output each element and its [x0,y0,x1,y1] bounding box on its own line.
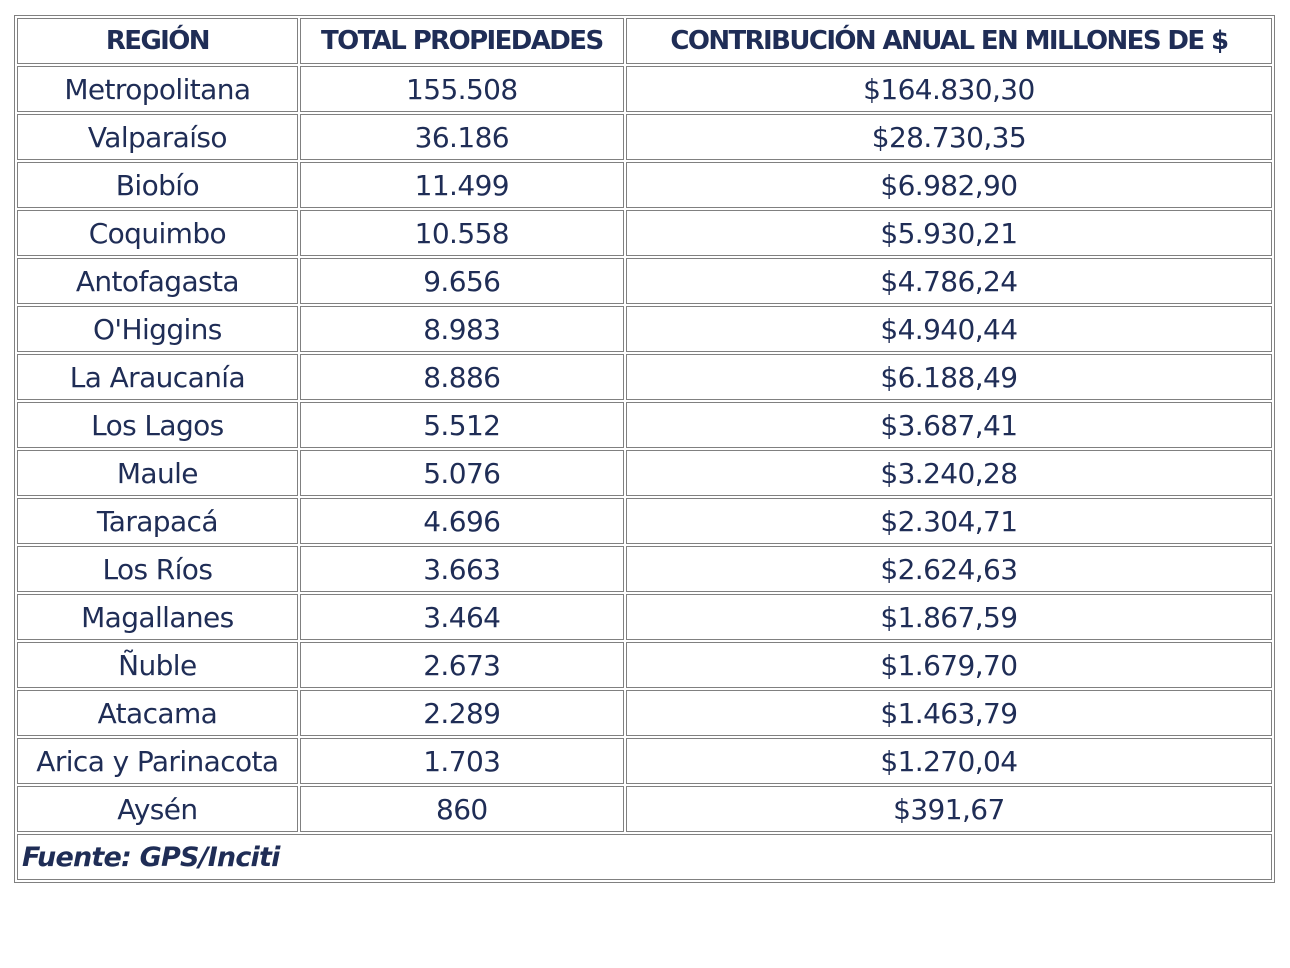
table-row: Biobío 11.499 $6.982,90 [17,162,1272,208]
table-row: Antofagasta 9.656 $4.786,24 [17,258,1272,304]
table-row: Valparaíso 36.186 $28.730,35 [17,114,1272,160]
cell-total: 4.696 [299,498,624,544]
cell-contribution: $5.930,21 [625,210,1272,256]
cell-region: Aysén [17,786,298,832]
cell-region: Los Ríos [17,546,298,592]
table-row: Los Lagos 5.512 $3.687,41 [17,402,1272,448]
cell-region: Arica y Parinacota [17,738,298,784]
table-row: O'Higgins 8.983 $4.940,44 [17,306,1272,352]
cell-total: 9.656 [299,258,624,304]
cell-total: 860 [299,786,624,832]
cell-region: Antofagasta [17,258,298,304]
cell-region: Biobío [17,162,298,208]
cell-contribution: $164.830,30 [625,66,1272,112]
cell-total: 36.186 [299,114,624,160]
source-note: Fuente: GPS/Inciti [17,834,1272,880]
cell-region: Metropolitana [17,66,298,112]
cell-contribution: $6.982,90 [625,162,1272,208]
table-row: Tarapacá 4.696 $2.304,71 [17,498,1272,544]
cell-contribution: $3.687,41 [625,402,1272,448]
table-row: Aysén 860 $391,67 [17,786,1272,832]
cell-contribution: $2.624,63 [625,546,1272,592]
cell-total: 5.512 [299,402,624,448]
cell-region: O'Higgins [17,306,298,352]
cell-contribution: $4.786,24 [625,258,1272,304]
cell-total: 155.508 [299,66,624,112]
cell-region: Coquimbo [17,210,298,256]
table-row: Atacama 2.289 $1.463,79 [17,690,1272,736]
cell-total: 2.673 [299,642,624,688]
cell-total: 8.983 [299,306,624,352]
cell-region: Los Lagos [17,402,298,448]
header-annual-contribution: CONTRIBUCIÓN ANUAL EN MILLONES DE $ [625,18,1272,64]
cell-contribution: $1.679,70 [625,642,1272,688]
cell-contribution: $3.240,28 [625,450,1272,496]
properties-table: REGIÓN TOTAL PROPIEDADES CONTRIBUCIÓN AN… [14,15,1275,883]
table-row: Maule 5.076 $3.240,28 [17,450,1272,496]
cell-region: Tarapacá [17,498,298,544]
table-row: Metropolitana 155.508 $164.830,30 [17,66,1272,112]
cell-contribution: $4.940,44 [625,306,1272,352]
cell-contribution: $391,67 [625,786,1272,832]
table-row: Ñuble 2.673 $1.679,70 [17,642,1272,688]
cell-contribution: $1.867,59 [625,594,1272,640]
cell-total: 2.289 [299,690,624,736]
cell-region: Valparaíso [17,114,298,160]
table-container: REGIÓN TOTAL PROPIEDADES CONTRIBUCIÓN AN… [14,15,1275,883]
cell-total: 1.703 [299,738,624,784]
cell-contribution: $1.463,79 [625,690,1272,736]
cell-region: Magallanes [17,594,298,640]
cell-total: 3.663 [299,546,624,592]
cell-region: La Araucanía [17,354,298,400]
cell-total: 11.499 [299,162,624,208]
table-row: Arica y Parinacota 1.703 $1.270,04 [17,738,1272,784]
table-row: Magallanes 3.464 $1.867,59 [17,594,1272,640]
header-region: REGIÓN [17,18,298,64]
cell-total: 8.886 [299,354,624,400]
cell-total: 10.558 [299,210,624,256]
cell-region: Atacama [17,690,298,736]
cell-contribution: $6.188,49 [625,354,1272,400]
cell-contribution: $28.730,35 [625,114,1272,160]
cell-total: 5.076 [299,450,624,496]
table-row: Coquimbo 10.558 $5.930,21 [17,210,1272,256]
source-row: Fuente: GPS/Inciti [17,834,1272,880]
table-row: La Araucanía 8.886 $6.188,49 [17,354,1272,400]
cell-contribution: $2.304,71 [625,498,1272,544]
cell-contribution: $1.270,04 [625,738,1272,784]
cell-region: Ñuble [17,642,298,688]
header-row: REGIÓN TOTAL PROPIEDADES CONTRIBUCIÓN AN… [17,18,1272,64]
table-row: Los Ríos 3.663 $2.624,63 [17,546,1272,592]
header-total-properties: TOTAL PROPIEDADES [299,18,624,64]
cell-total: 3.464 [299,594,624,640]
cell-region: Maule [17,450,298,496]
